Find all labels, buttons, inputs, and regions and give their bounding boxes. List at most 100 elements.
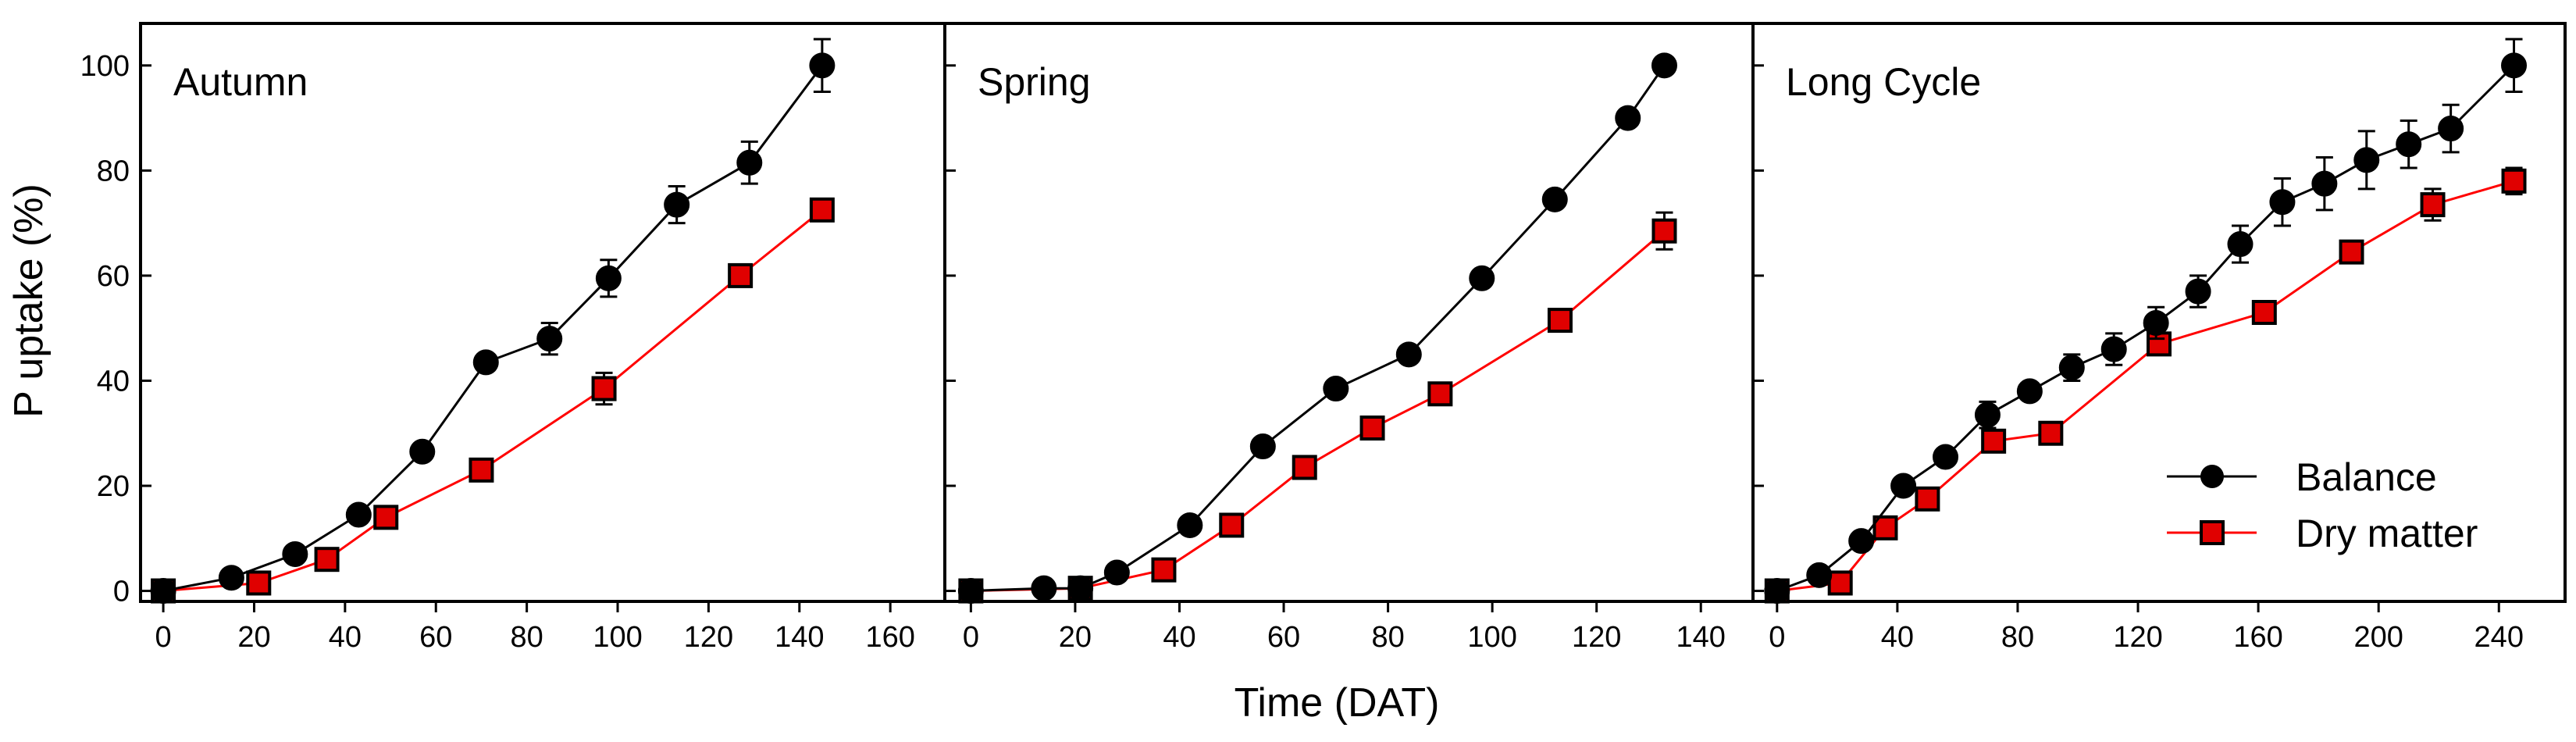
balance-point [957, 578, 984, 605]
dry-matter-point [1427, 381, 1453, 407]
legend-label-balance: Balance [2296, 455, 2437, 499]
balance-point [1541, 186, 1568, 212]
balance-point [2227, 231, 2254, 258]
dry-matter-point [373, 505, 399, 530]
y-tick-label: 100 [80, 50, 130, 83]
balance-point [1469, 265, 1495, 291]
balance-point [2100, 336, 2127, 362]
x-tick-label: 240 [2474, 621, 2524, 654]
balance-point [1177, 512, 1203, 538]
balance-point [150, 578, 176, 605]
x-tick-label: 140 [1676, 621, 1726, 654]
balance-point [2438, 116, 2464, 142]
balance-point [2058, 355, 2085, 381]
balance-point [1764, 578, 1790, 605]
dry-matter-point [1219, 512, 1245, 538]
legend-marker-balance [2200, 465, 2224, 488]
balance-point [664, 191, 690, 218]
balance-point [2185, 278, 2211, 305]
dry-matter-point [1292, 455, 1317, 480]
dry-matter-line [162, 209, 823, 592]
x-tick-label: 140 [775, 621, 824, 654]
x-tick-label: 100 [1467, 621, 1516, 654]
y-tick-label: 40 [97, 365, 130, 398]
balance-point [2143, 309, 2169, 336]
x-tick-label: 40 [1881, 621, 1914, 654]
x-tick-label: 160 [865, 621, 914, 654]
y-tick-label: 80 [97, 155, 130, 187]
dry-matter-point [1981, 428, 2007, 454]
panel-title: Autumn [173, 60, 308, 104]
balance-point [2396, 131, 2422, 158]
balance-point [1848, 528, 1875, 555]
balance-point [2269, 189, 2296, 216]
x-tick-label: 80 [1371, 621, 1404, 654]
x-axis-title: Time (DAT) [1235, 680, 1440, 726]
balance-point [536, 326, 563, 352]
x-tick-label: 80 [510, 621, 543, 654]
panel-2: 0 40 80 120 160 200 240 Long Cycle [1751, 22, 2567, 654]
dry-matter-point [314, 547, 340, 573]
x-tick-label: 60 [1267, 621, 1300, 654]
dry-matter-point [1651, 218, 1677, 244]
x-tick-label: 0 [1769, 621, 1785, 654]
balance-point [1615, 105, 1641, 131]
x-tick-label: 120 [684, 621, 733, 654]
panel-frame [139, 22, 946, 603]
dry-matter-point [2038, 420, 2064, 446]
balance-point [345, 501, 372, 528]
x-tick-label: 20 [237, 621, 270, 654]
balance-point [1323, 376, 1349, 402]
panel-title: Long Cycle [1786, 60, 1981, 104]
x-tick-label: 0 [155, 621, 172, 654]
legend: Balance Dry matter [2167, 455, 2478, 555]
panel-0: 0 20 40 60 80 100 0 20 40 60 80 100 120 140 160 Autumn [80, 22, 946, 654]
x-tick-label: 120 [2113, 621, 2162, 654]
dry-matter-point [1915, 486, 1940, 512]
balance-point [1974, 401, 2001, 428]
x-tick-label: 60 [419, 621, 452, 654]
dry-matter-point [809, 197, 835, 223]
x-tick-label: 20 [1059, 621, 1092, 654]
dry-matter-point [728, 262, 754, 288]
dry-matter-point [591, 376, 617, 401]
dry-matter-point [1827, 570, 1853, 596]
balance-point [1806, 562, 1833, 588]
balance-point [472, 349, 499, 376]
balance-point [2501, 52, 2528, 79]
balance-point [1890, 473, 1917, 499]
dry-matter-point [2420, 192, 2446, 218]
balance-point [2353, 147, 2380, 173]
balance-point [409, 438, 436, 465]
y-axis-title: P uptake (%) [6, 184, 52, 418]
balance-point [1249, 433, 1276, 460]
balance-point [809, 52, 836, 79]
dry-matter-line [971, 230, 1666, 592]
y-tick-label: 20 [97, 470, 130, 503]
balance-point [2016, 378, 2043, 405]
x-tick-label: 100 [593, 621, 642, 654]
dry-matter-point [2147, 331, 2172, 357]
panel-title: Spring [978, 60, 1091, 104]
legend-marker-dry-matter [2200, 520, 2225, 545]
panel-1: 0 20 40 60 80 100 120 140 Spring [943, 22, 1755, 654]
dry-matter-point [2501, 168, 2527, 194]
dry-matter-point [469, 457, 494, 483]
x-tick-label: 40 [329, 621, 362, 654]
balance-point [736, 149, 763, 176]
balance-point [1933, 444, 1959, 470]
balance-point [595, 265, 622, 291]
x-tick-label: 80 [2001, 621, 2034, 654]
balance-point [1395, 341, 1422, 368]
panel-frame [1751, 22, 2567, 603]
legend-label-dry-matter: Dry matter [2296, 512, 2478, 555]
x-tick-label: 0 [963, 621, 979, 654]
balance-point [1031, 575, 1057, 601]
y-tick-label: 0 [113, 576, 130, 608]
y-tick-label: 60 [97, 260, 130, 293]
balance-point [2311, 170, 2338, 197]
dry-matter-point [2251, 300, 2277, 325]
balance-line [162, 64, 824, 592]
dry-matter-point [1359, 416, 1385, 441]
